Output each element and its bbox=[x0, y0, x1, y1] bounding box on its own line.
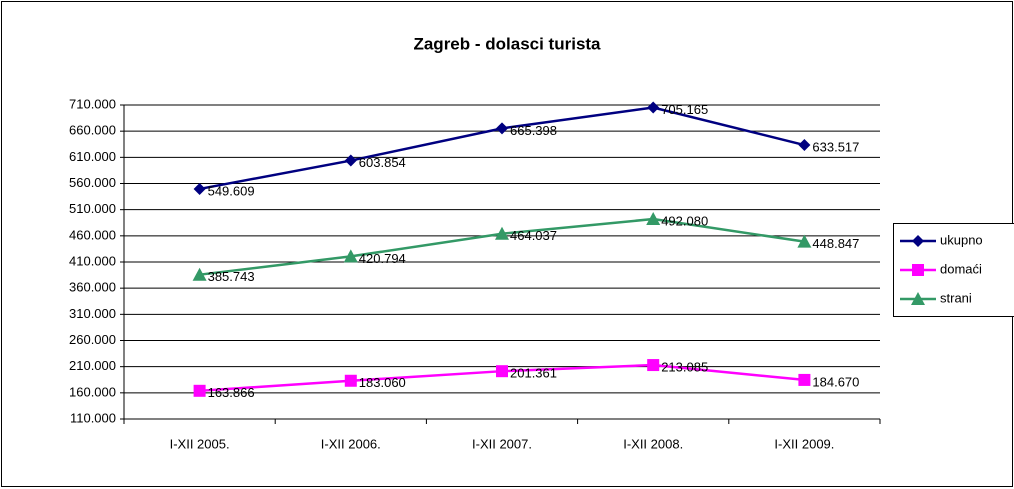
data-point bbox=[647, 101, 660, 114]
data-label: 183.060 bbox=[359, 375, 406, 390]
y-tick-label: 210.000 bbox=[69, 358, 116, 373]
data-point bbox=[495, 226, 509, 240]
data-label: 163.866 bbox=[208, 385, 255, 400]
legend-marker bbox=[912, 235, 924, 247]
y-tick-label: 160.000 bbox=[69, 384, 116, 399]
legend-marker bbox=[912, 264, 924, 276]
y-tick-label: 510.000 bbox=[69, 201, 116, 216]
data-point bbox=[646, 212, 661, 226]
data-point bbox=[647, 359, 660, 372]
data-label: 492.080 bbox=[661, 213, 708, 228]
chart-title: Zagreb - dolasci turista bbox=[413, 34, 601, 53]
data-point bbox=[344, 374, 357, 387]
data-label: 464.037 bbox=[510, 228, 557, 243]
y-tick-label: 410.000 bbox=[69, 253, 116, 268]
data-label: 705.165 bbox=[661, 102, 708, 117]
data-point bbox=[798, 139, 811, 152]
legend-label: ukupno bbox=[940, 232, 983, 247]
data-point bbox=[496, 365, 508, 378]
data-point bbox=[798, 373, 811, 386]
data-point bbox=[344, 154, 357, 167]
data-label: 213.085 bbox=[661, 359, 708, 374]
data-point bbox=[192, 267, 207, 281]
data-point bbox=[343, 249, 358, 263]
x-tick-label: I-XII 2007. bbox=[472, 436, 532, 451]
data-label: 448.847 bbox=[812, 236, 859, 251]
data-point bbox=[193, 384, 206, 397]
y-tick-label: 260.000 bbox=[69, 332, 116, 347]
y-tick-label: 560.000 bbox=[69, 175, 116, 190]
data-label: 385.743 bbox=[208, 269, 255, 284]
y-tick-label: 310.000 bbox=[69, 306, 116, 321]
data-label: 603.854 bbox=[359, 155, 406, 170]
legend-marker bbox=[911, 292, 925, 305]
y-tick-label: 610.000 bbox=[69, 149, 116, 164]
data-point bbox=[193, 182, 206, 195]
x-tick-label: I-XII 2005. bbox=[170, 436, 230, 451]
data-point bbox=[496, 122, 508, 135]
data-label: 549.609 bbox=[208, 183, 255, 198]
data-label: 201.361 bbox=[510, 366, 557, 381]
data-point bbox=[797, 234, 812, 248]
y-tick-label: 660.000 bbox=[69, 123, 116, 138]
data-label: 633.517 bbox=[812, 139, 859, 154]
x-tick-label: I-XII 2009. bbox=[774, 436, 834, 451]
y-tick-label: 460.000 bbox=[69, 227, 116, 242]
y-tick-label: 710.000 bbox=[69, 96, 116, 111]
x-tick-label: I-XII 2006. bbox=[321, 436, 381, 451]
x-tick-label: I-XII 2008. bbox=[623, 436, 683, 451]
legend-label: strani bbox=[940, 290, 972, 305]
data-label: 665.398 bbox=[510, 123, 557, 138]
legend-label: domaći bbox=[940, 261, 982, 276]
y-tick-label: 110.000 bbox=[70, 410, 116, 425]
data-label: 184.670 bbox=[812, 374, 859, 389]
data-label: 420.794 bbox=[359, 251, 406, 266]
y-tick-label: 360.000 bbox=[69, 280, 116, 295]
